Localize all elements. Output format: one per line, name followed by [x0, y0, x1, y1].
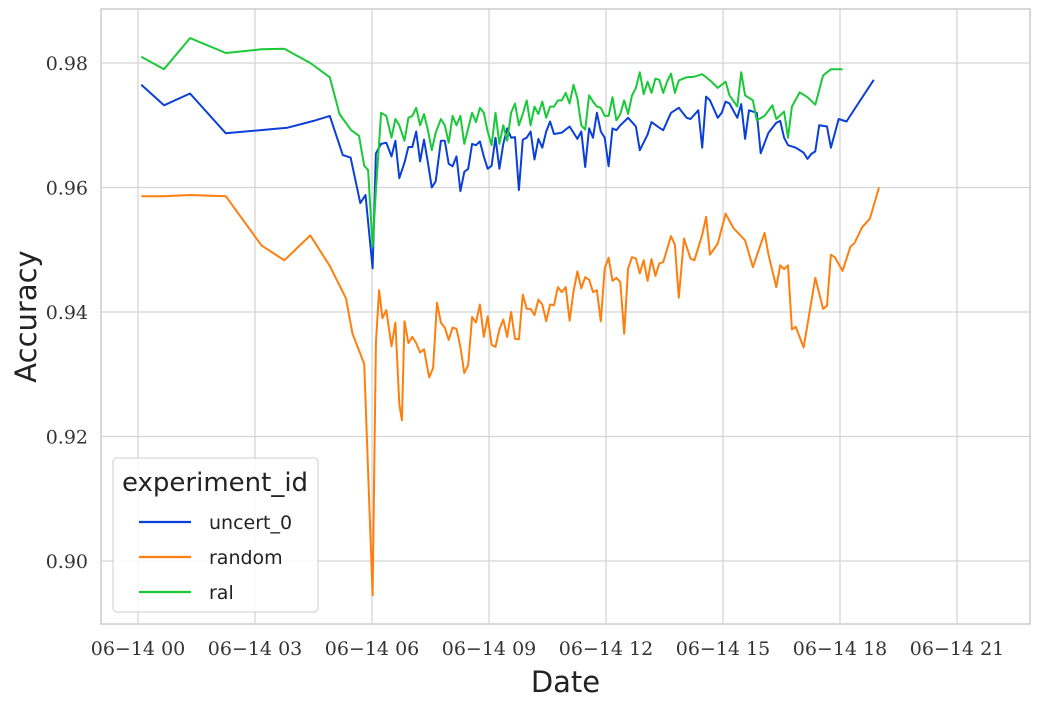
x-tick-label: 06−14 03 — [208, 638, 303, 660]
y-tick-label: 0.96 — [46, 178, 88, 200]
x-tick-label: 06−14 09 — [442, 638, 537, 660]
y-tick-label: 0.90 — [46, 551, 88, 573]
y-axis-title: Accuracy — [9, 250, 43, 382]
legend-box — [112, 457, 319, 613]
series-layer — [140, 37, 880, 597]
legend-label: uncert_0 — [209, 512, 292, 534]
legend-title: experiment_id — [122, 468, 308, 498]
x-tick-label: 06−14 12 — [559, 638, 654, 660]
legend-label: random — [209, 547, 283, 569]
y-tick-label: 0.92 — [46, 427, 88, 449]
x-tick-label: 06−14 06 — [325, 638, 420, 660]
x-tick-label: 06−14 15 — [676, 638, 771, 660]
y-tick-label: 0.98 — [46, 53, 88, 75]
legend-label: ral — [209, 582, 234, 604]
y-tick-label: 0.94 — [46, 302, 88, 324]
series-line-uncert-0 — [140, 79, 875, 270]
x-tick-label: 06−14 21 — [910, 638, 1005, 660]
x-axis-title: Date — [531, 665, 600, 699]
x-tick-label: 06−14 18 — [793, 638, 888, 660]
series-line-ral — [140, 37, 843, 248]
series-line-random — [141, 187, 880, 597]
tick-labels: 06−14 00 06−14 03 06−14 06 06−14 09 06−14 12… — [46, 53, 1005, 660]
x-tick-label: 06−14 00 — [91, 638, 186, 660]
